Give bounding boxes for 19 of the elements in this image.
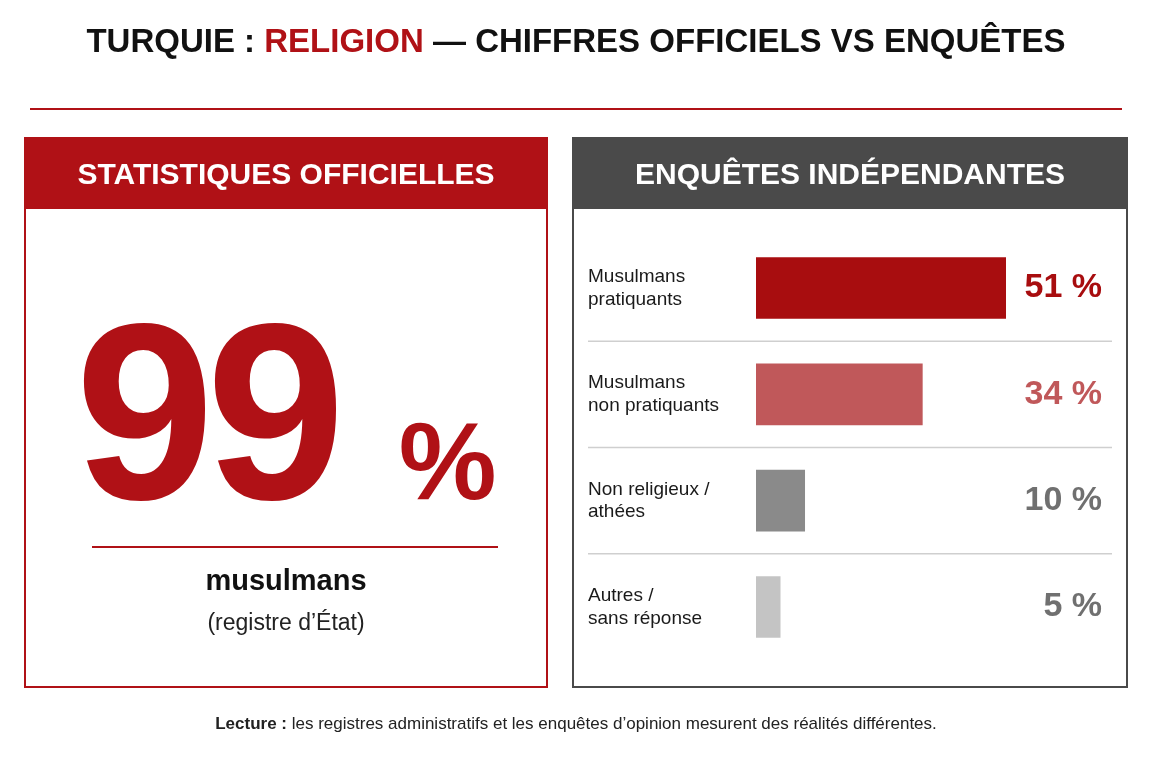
text: Lecture : les registres administratifs et les enquêtes d’opinion mesurent des réalités différentes. [214,714,938,734]
text: musulmans [204,564,368,597]
bar [756,257,1006,319]
text: STATISTIQUES OFFICIELLES [26,139,546,209]
y-tick-label: Musulmans pratiquants [588,264,686,309]
data-label: 34 % [1024,372,1102,411]
data-label: 5 % [1043,585,1102,624]
bar [756,363,923,426]
y-tick-label: Autres / sans réponse [588,583,703,628]
y-tick-label: Musulmans non pratiquants [588,371,719,415]
data-label: 51 % [1024,266,1102,305]
data-label: 99 % [75,273,497,552]
data-label: 10 % [1024,479,1102,518]
chart-title: ENQUÊTES INDÉPENDANTES [574,139,1126,209]
bar [756,576,781,638]
text: (registre d’État) [206,609,366,636]
y-tick-label: Non religieux / athées [588,477,711,522]
bar [756,469,806,532]
text: TURQUIE : RELIGION — CHIFFRES OFFICIELS VS ENQUÊTES [85,22,1067,60]
